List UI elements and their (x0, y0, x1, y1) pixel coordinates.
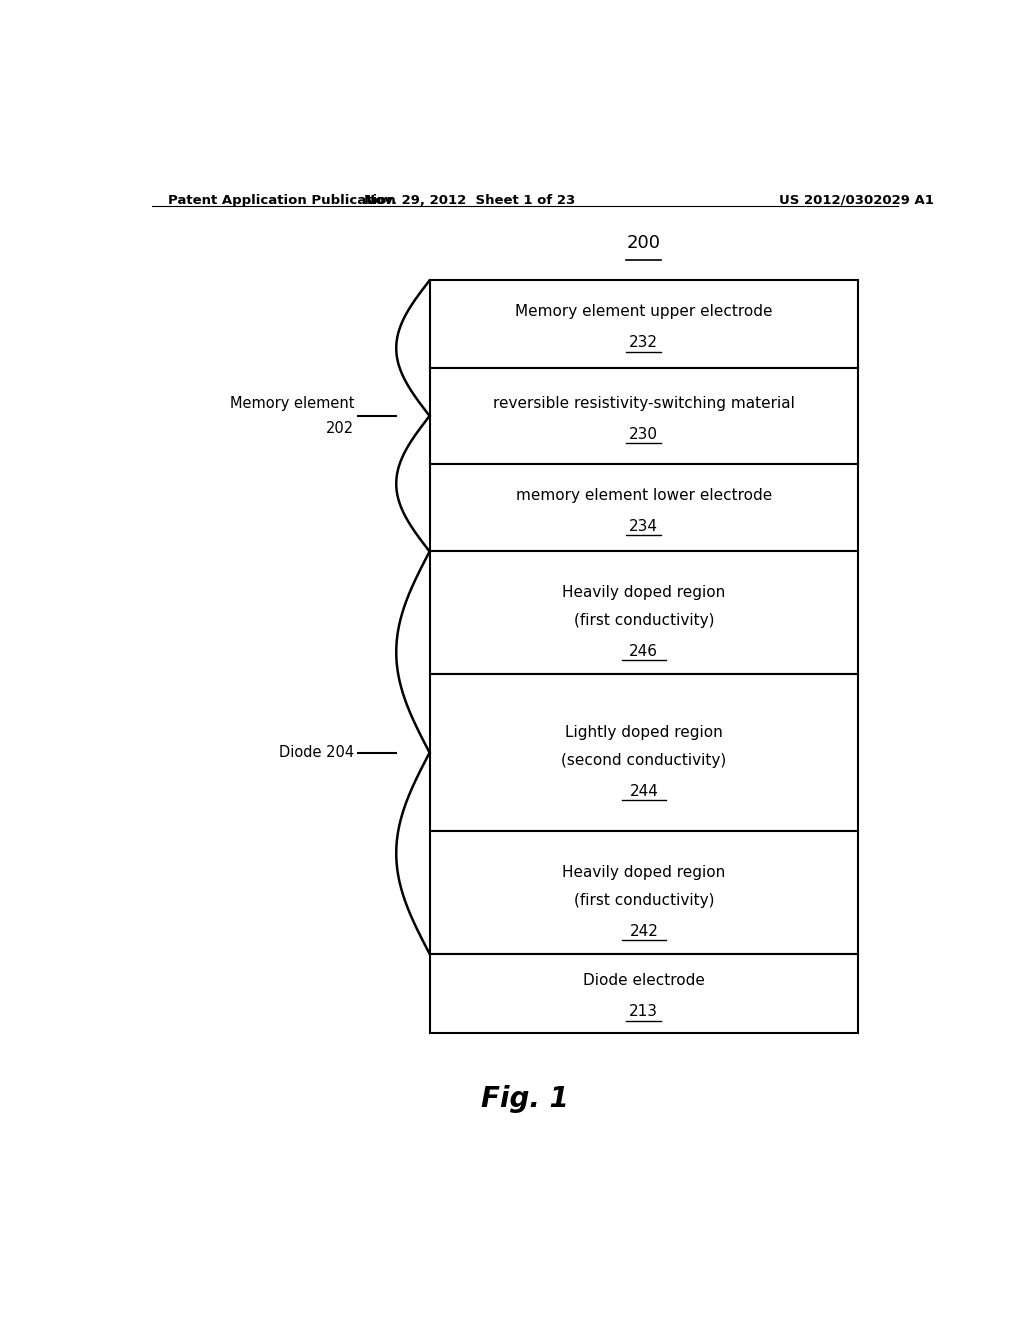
Text: Patent Application Publication: Patent Application Publication (168, 194, 395, 207)
Text: Memory element upper electrode: Memory element upper electrode (515, 305, 772, 319)
Text: 230: 230 (630, 426, 658, 442)
Bar (430, 280, 858, 368)
Text: 234: 234 (630, 519, 658, 533)
Text: Lightly doped region: Lightly doped region (565, 725, 723, 739)
Text: (first conductivity): (first conductivity) (573, 614, 714, 628)
Text: 202: 202 (326, 421, 354, 436)
Text: memory element lower electrode: memory element lower electrode (516, 488, 772, 503)
Text: 242: 242 (630, 924, 658, 939)
Text: Fig. 1: Fig. 1 (481, 1085, 568, 1113)
Text: Heavily doped region: Heavily doped region (562, 865, 725, 879)
Text: US 2012/0302029 A1: US 2012/0302029 A1 (778, 194, 934, 207)
Text: Memory element: Memory element (229, 396, 354, 412)
Text: (first conductivity): (first conductivity) (573, 894, 714, 908)
Bar (430, 675, 858, 832)
Bar (430, 954, 858, 1032)
Text: 213: 213 (630, 1005, 658, 1019)
Text: 246: 246 (630, 644, 658, 659)
Bar (430, 465, 858, 552)
Text: Diode electrode: Diode electrode (583, 973, 705, 989)
Text: 200: 200 (627, 234, 660, 252)
Text: 232: 232 (630, 335, 658, 350)
Text: Nov. 29, 2012  Sheet 1 of 23: Nov. 29, 2012 Sheet 1 of 23 (364, 194, 574, 207)
Bar (430, 368, 858, 465)
Text: Heavily doped region: Heavily doped region (562, 585, 725, 599)
Bar (430, 552, 858, 675)
Text: reversible resistivity-switching material: reversible resistivity-switching materia… (493, 396, 795, 412)
Text: 244: 244 (630, 784, 658, 799)
Text: (second conductivity): (second conductivity) (561, 754, 726, 768)
Bar (430, 832, 858, 954)
Text: Diode 204: Diode 204 (280, 744, 354, 760)
